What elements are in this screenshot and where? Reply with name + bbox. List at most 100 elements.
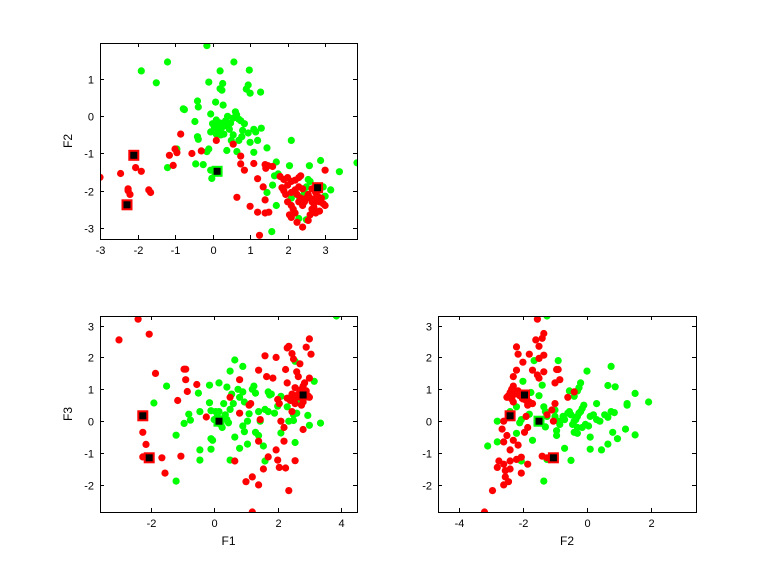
data-point [250,382,258,390]
ticks: -3 -2 -1 0 1 2 3 -3 -2 -1 0 1 [84,43,357,257]
data-point [180,419,188,427]
data-point [321,166,329,174]
series-red [100,130,329,239]
data-point [261,352,269,360]
data-point [506,446,514,454]
data-point [246,138,254,146]
data-point [493,463,501,471]
data-point [297,401,306,409]
data-point [219,101,227,109]
data-point [305,162,313,170]
data-point [272,201,280,210]
x-axis-label: F2 [560,534,574,548]
y-tick-label: -3 [84,224,94,236]
data-point [245,410,253,418]
data-point [207,445,215,453]
data-point [230,58,238,66]
data-point [161,469,169,477]
series-green [484,316,653,485]
data-point [604,381,612,390]
data-point [316,419,325,427]
data-point [236,393,244,401]
axes-frame [100,43,358,240]
data-point [269,181,277,189]
data-point [226,367,234,375]
data-point [270,172,279,180]
data-point [185,410,193,418]
data-point [137,167,145,175]
data-point [493,417,501,425]
centroid-center [506,412,514,420]
data-point [163,164,172,172]
data-point [538,381,546,389]
data-point [255,437,263,445]
data-point [305,374,313,382]
data-point [299,223,307,231]
data-point [240,120,248,128]
data-point [543,411,551,419]
ticks: -2 0 2 4 -2 -1 0 1 2 3 [84,316,357,530]
data-point [250,159,258,168]
data-point [137,67,145,75]
data-point [205,78,213,86]
data-point [246,202,254,210]
data-point [254,136,262,144]
data-point [142,440,150,448]
x-tick-label: 1 [247,245,253,257]
data-point [287,136,295,144]
data-point [212,98,220,106]
data-point [193,380,201,389]
data-point [126,190,134,198]
data-point [282,365,290,374]
data-point [229,140,237,148]
data-point [500,481,508,489]
data-point [263,188,271,197]
data-point [321,201,329,210]
scatter-panel-f2-f3: -4 -2 0 2 -2 -1 0 1 2 3 F2 [422,316,697,548]
data-point [553,431,561,440]
data-point [554,365,562,374]
data-point [194,135,202,143]
data-point [225,125,233,133]
data-point [263,373,271,381]
data-point [163,382,171,390]
data-point [556,420,564,428]
data-points [100,43,357,239]
data-point [519,377,527,385]
y-axis-label: F3 [61,407,75,421]
data-point [535,374,543,382]
x-tick-label: 2 [275,518,281,530]
data-point [585,422,593,430]
data-point [631,389,639,397]
data-point [246,89,254,97]
data-point [145,330,153,338]
data-point [235,136,243,144]
data-point [151,369,160,377]
data-point [613,435,622,443]
data-point [203,148,211,156]
centroid-center [535,417,543,425]
data-point [240,166,248,174]
x-tick-label: 0 [211,518,217,530]
data-point [240,428,248,436]
data-point [317,156,325,165]
data-point [586,433,594,441]
data-point [296,360,304,368]
data-point [609,428,617,436]
data-point [213,123,221,131]
data-point [645,398,653,406]
data-point [304,411,312,419]
data-point [525,350,533,358]
data-point [231,433,239,441]
data-point [509,373,517,381]
data-point [257,124,265,132]
data-point [261,196,269,204]
y-axis-label: F2 [61,134,75,148]
data-points [480,316,653,512]
data-point [220,400,228,408]
data-point [514,441,522,449]
data-point [250,148,258,156]
data-point [317,194,325,202]
data-point [335,168,343,176]
